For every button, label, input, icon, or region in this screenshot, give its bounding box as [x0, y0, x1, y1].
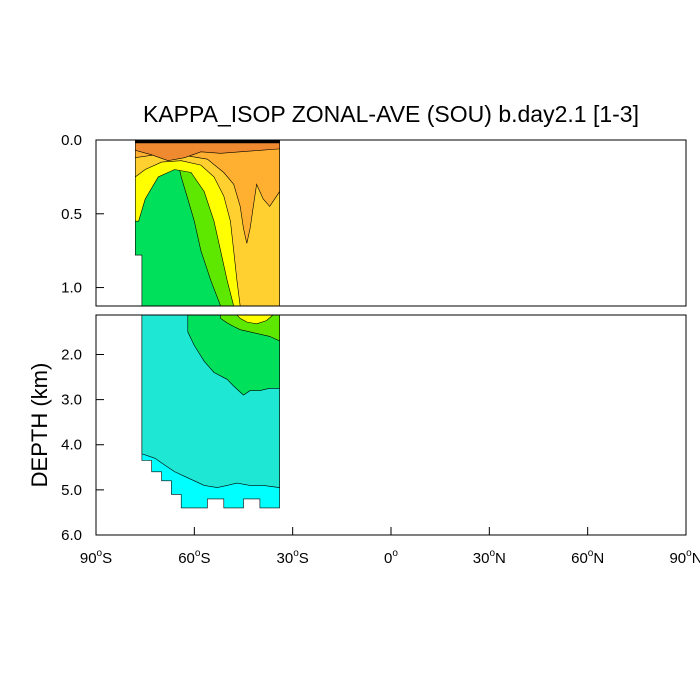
- x-tick-label: 30oS: [277, 548, 309, 567]
- y-axis-label: DEPTH (km): [27, 363, 52, 488]
- contour-region-upper-11: [135, 140, 280, 144]
- lower-panel-contours: [141, 315, 280, 509]
- upper-panel-frame: [95, 139, 687, 307]
- upper-panel-contours: [135, 140, 280, 306]
- y-tick-label: 1.0: [61, 280, 82, 297]
- x-tick-label: 30oN: [473, 548, 506, 567]
- contour-region-lower-3: [187, 315, 280, 396]
- x-tick-label: 90oS: [80, 548, 112, 567]
- axis-ticks: 90oS 60oS 30oS 0o 30oN 60oN 90oN 0.0 0.5 1.0 2.0 3.…: [61, 132, 700, 567]
- y-tick-label: 6.0: [61, 527, 82, 544]
- y-tick-label: 4.0: [61, 437, 82, 454]
- y-tick-label: 0.5: [61, 206, 82, 223]
- contour-region-lower-7: [236, 315, 274, 325]
- y-tick-label: 0.0: [61, 132, 82, 149]
- chart-title: KAPPA_ISOP ZONAL-AVE (SOU) b.day2.1 [1-3…: [143, 101, 639, 127]
- contour-region-lower-4: [220, 315, 280, 342]
- y-tick-label: 2.0: [61, 346, 82, 363]
- x-tick-label: 60oN: [571, 548, 604, 567]
- x-tick-label: 0o: [384, 548, 398, 567]
- x-tick-label: 90oN: [669, 548, 700, 567]
- x-tick-label: 60oS: [178, 548, 210, 567]
- y-tick-label: 3.0: [61, 392, 82, 409]
- contour-region-upper-10: [135, 140, 280, 162]
- y-tick-label: 5.0: [61, 482, 82, 499]
